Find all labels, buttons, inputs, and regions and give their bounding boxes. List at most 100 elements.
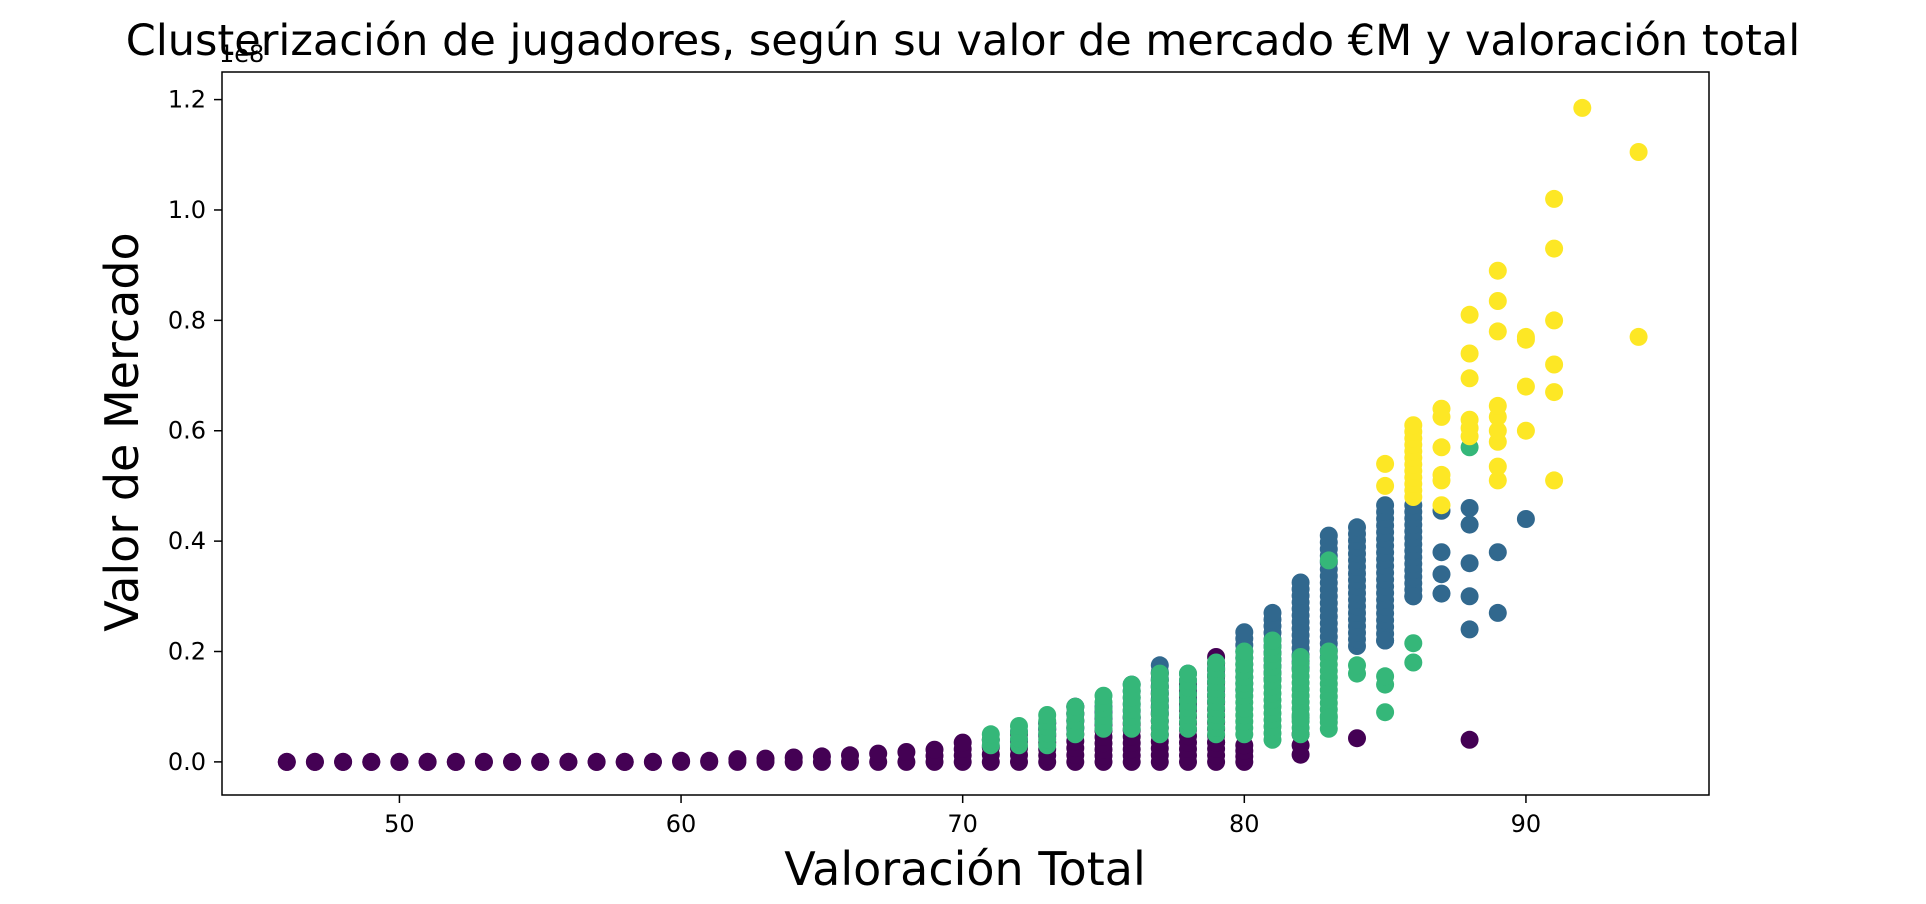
data-point (362, 752, 381, 771)
data-point (1404, 416, 1423, 435)
x-tick-label: 70 (947, 810, 978, 838)
data-point (390, 752, 409, 771)
data-point (1545, 355, 1564, 374)
data-point (1404, 653, 1423, 672)
data-point (1235, 623, 1254, 642)
data-point (1376, 476, 1395, 495)
y-tick-label: 0.4 (168, 527, 206, 555)
data-point (1066, 697, 1085, 716)
data-point (1545, 383, 1564, 402)
data-point (1488, 322, 1507, 341)
data-point (1516, 421, 1535, 440)
data-point (1376, 454, 1395, 473)
x-tick-label: 50 (384, 810, 415, 838)
data-point (1319, 526, 1338, 545)
data-point (1291, 648, 1310, 666)
plot-frame (221, 71, 1710, 796)
data-point (1460, 587, 1479, 606)
data-point (1348, 518, 1366, 537)
scatter-points (277, 98, 1648, 771)
data-point (1263, 631, 1282, 650)
data-point (1432, 543, 1451, 562)
data-point (277, 752, 296, 771)
cluster-2-points (981, 438, 1479, 755)
cluster-3-points (1376, 98, 1648, 515)
data-point (897, 743, 916, 761)
x-tick-label: 80 (1229, 810, 1260, 838)
data-point (1432, 496, 1451, 515)
data-point (1432, 565, 1451, 584)
y-axis-ticks: 0.0 0.2 0.4 0.6 0.8 1.0 1.2 (168, 86, 222, 776)
data-point (1545, 239, 1564, 258)
data-point (1516, 510, 1535, 528)
data-point (334, 752, 353, 771)
data-point (1460, 554, 1479, 573)
data-point (1516, 377, 1535, 396)
data-point (1545, 311, 1564, 330)
data-point (446, 752, 465, 771)
data-point (474, 752, 493, 771)
x-axis-ticks: 50 60 70 80 90 (384, 795, 1541, 838)
data-point (1348, 656, 1366, 675)
data-point (700, 751, 719, 770)
data-point (1488, 261, 1507, 280)
data-point (1573, 98, 1592, 117)
data-point (1488, 543, 1507, 562)
data-point (1460, 499, 1479, 517)
data-point (1376, 667, 1395, 686)
data-point (1122, 675, 1141, 694)
data-point (1460, 369, 1479, 388)
x-axis-label: Valoración Total (784, 842, 1146, 896)
data-point (1432, 465, 1451, 484)
data-point (1376, 631, 1395, 650)
data-point (756, 749, 775, 768)
data-point (1516, 327, 1535, 346)
data-point (1432, 438, 1451, 457)
data-point (1432, 399, 1451, 418)
data-point (531, 752, 550, 771)
data-point (1263, 603, 1282, 622)
data-point (1319, 708, 1338, 727)
data-point (1319, 551, 1338, 570)
data-point (1291, 708, 1310, 727)
data-point (981, 725, 1000, 744)
data-point (1348, 729, 1366, 748)
data-point (1179, 664, 1197, 683)
data-point (1404, 634, 1423, 653)
data-point (1488, 457, 1507, 476)
data-point (1291, 573, 1310, 592)
data-point (1460, 305, 1479, 324)
data-point (784, 748, 803, 767)
data-point (1545, 189, 1564, 208)
data-point (1010, 717, 1028, 735)
data-point (1460, 410, 1479, 429)
x-tick-label: 60 (666, 810, 697, 838)
y-tick-label: 0.8 (168, 306, 206, 334)
y-tick-label: 1.0 (168, 196, 206, 224)
plot-area (277, 98, 1648, 771)
data-point (1460, 620, 1479, 639)
data-point (559, 752, 578, 771)
data-point (1319, 642, 1338, 661)
data-point (305, 752, 324, 771)
data-point (812, 747, 831, 766)
data-point (587, 752, 606, 771)
data-point (1150, 664, 1169, 683)
data-point (1460, 730, 1479, 749)
data-point (1629, 327, 1648, 346)
data-point (728, 750, 747, 769)
data-point (1094, 686, 1113, 705)
y-tick-label: 1.2 (168, 86, 206, 114)
y-tick-label: 0.6 (168, 417, 206, 445)
data-point (418, 752, 437, 771)
data-point (1207, 653, 1226, 672)
data-point (1488, 292, 1507, 310)
data-point (1376, 496, 1395, 515)
data-point (1404, 587, 1423, 606)
data-point (1545, 471, 1564, 490)
data-point (1629, 143, 1648, 161)
data-point (1488, 396, 1507, 415)
data-point (1038, 706, 1057, 724)
data-point (1432, 584, 1451, 603)
